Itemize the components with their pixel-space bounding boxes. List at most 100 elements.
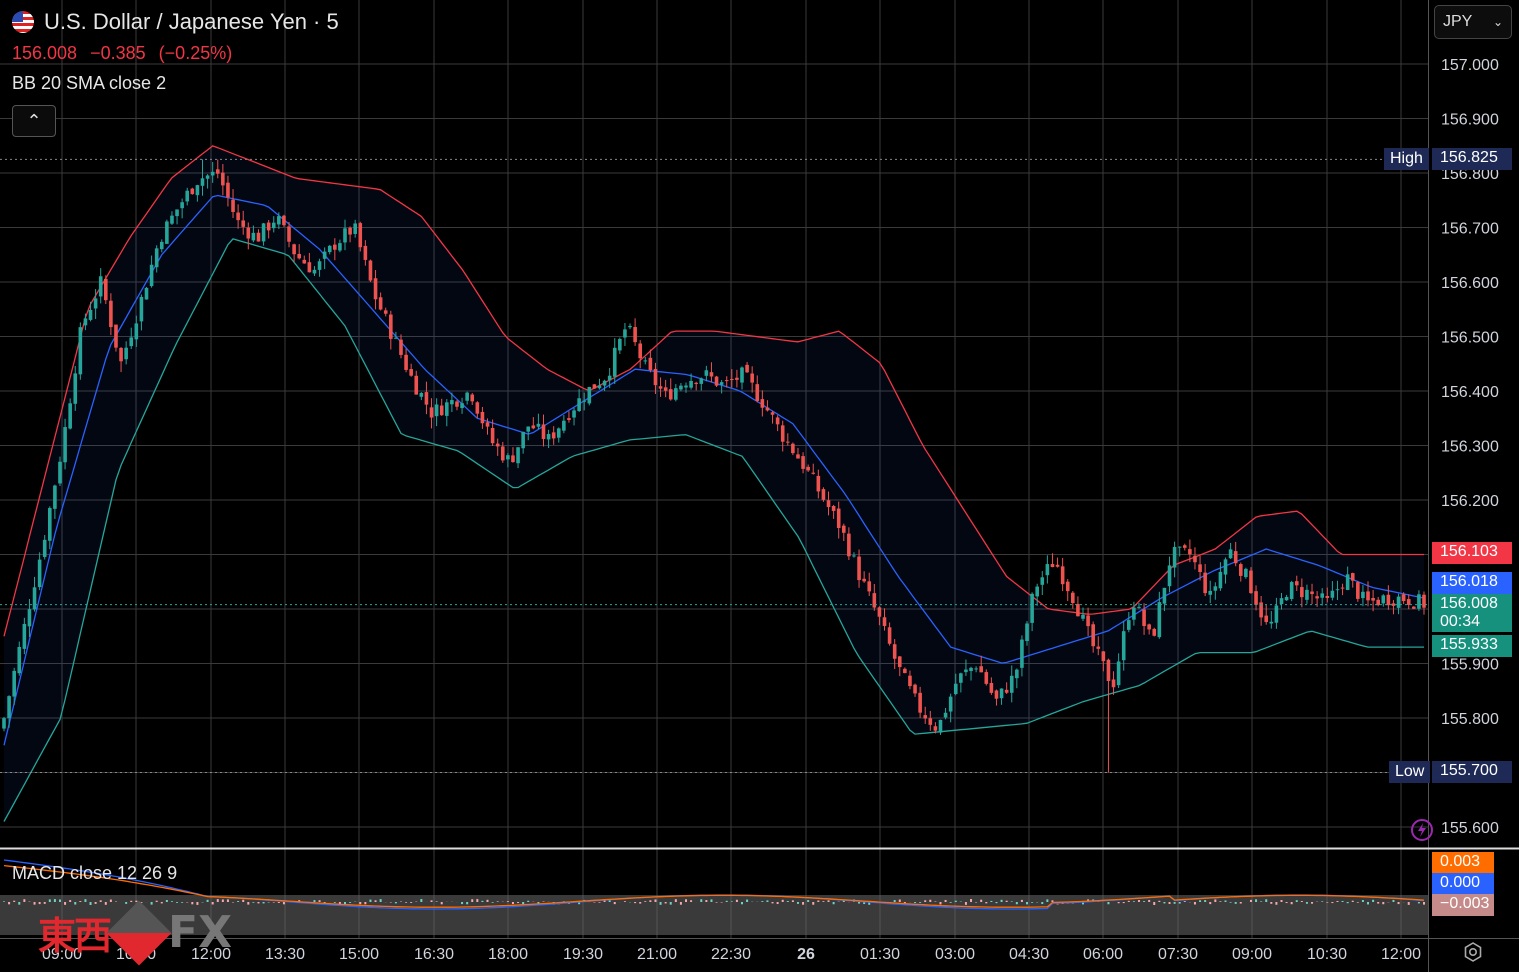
macd-legend[interactable]: MACD close 12 26 9 [12,863,178,883]
candle-body [689,380,693,388]
candle-body [277,216,281,225]
x-tick-label: 09:00 [42,946,82,963]
candle-body [378,297,383,310]
candle-body [1376,599,1380,606]
candle-body [658,386,663,389]
candle-body [816,475,821,492]
candle-body [572,410,576,418]
candle-body [1096,646,1101,649]
candle-body [923,715,928,719]
candle-body [37,559,42,588]
candle-body [88,309,93,320]
x-tick-label: 16:30 [414,946,454,963]
candle-body [317,261,322,270]
candle-body [1233,551,1238,564]
candle-body [1381,595,1386,604]
candle-body [704,370,709,376]
bb-upper-line [3,145,1424,637]
candle-body [969,667,973,672]
high-label: High [1384,148,1429,170]
x-tick-label: 04:30 [1009,946,1049,963]
bb-lower-line [3,238,1424,822]
bb-upper-tag: 156.103 [1432,542,1512,564]
settings-gear-icon[interactable] [1462,941,1484,963]
candle-body [1127,620,1131,630]
last-price-tag: 156.008 00:34 [1432,594,1512,632]
candle-body [124,347,128,360]
currency-select[interactable]: JPY ⌄ [1434,5,1512,39]
candle-body [903,668,907,674]
candle-body [745,364,749,373]
candle-body [185,190,190,202]
candle-body [592,384,597,389]
x-tick-label: 21:00 [637,946,677,963]
bb-basis-line [3,194,1425,746]
x-tick-label: 18:00 [488,946,528,963]
candle-body [256,232,261,242]
candle-body [287,226,291,242]
candle-body [1121,631,1126,661]
candle-body [1188,549,1192,555]
candle-body [531,425,536,429]
candle-body [684,385,688,388]
candle-body [796,454,800,459]
candle-body [1350,573,1355,581]
high-value-tag: 156.825 [1432,148,1512,170]
candle-body [628,325,632,328]
candle-body [1406,599,1411,605]
candle-body [302,259,307,264]
candle-body [1340,587,1345,589]
candle-body [241,220,246,227]
candle-body [1284,596,1289,601]
bb-band-fill [4,145,1424,822]
candle-body [653,368,658,386]
indicator-legend[interactable]: BB 20 SMA close 2 [12,73,167,93]
candle-body [521,431,525,449]
macd-hist-tag: −0.003 [1432,894,1494,916]
candle-body [1060,566,1065,585]
chevron-up-icon: ⌃ [26,110,42,131]
candle-body [1132,607,1136,620]
candle-body [98,276,103,297]
candle-body [928,718,933,725]
candle-body [526,426,531,432]
candle-body [1371,598,1375,601]
candle-body [699,378,704,384]
candle-body [770,412,775,415]
candle-body [872,593,877,608]
lightning-icon[interactable] [1410,818,1434,842]
candle-body [48,508,52,541]
candle-body [1269,621,1274,624]
collapse-legend-button[interactable]: ⌃ [12,105,56,137]
x-tick-label: 07:30 [1158,946,1198,963]
us-flag-icon [12,11,34,33]
x-tick-label: 19:30 [563,946,603,963]
candle-body [974,668,978,670]
candle-body [948,696,953,712]
candle-body [297,253,301,259]
candle-body [83,318,88,326]
last-price-tag-value: 156.008 [1440,595,1498,612]
price-change: −0.385 [90,43,146,63]
candle-body [836,508,841,528]
candle-body [582,400,587,402]
candle-body [612,347,617,377]
candle-body [266,222,271,231]
candle-body [597,385,602,389]
candle-body [602,380,607,386]
candle-body [791,443,795,454]
candle-body [1035,586,1039,597]
candle-body [847,533,851,557]
candle-body [1116,661,1121,686]
candle-body [821,489,826,500]
candle-body [261,223,266,242]
candle-body [1203,572,1207,594]
candle-body [58,461,62,484]
candle-body [618,338,622,351]
candle-body [989,683,994,693]
symbol-title[interactable]: U.S. Dollar / Japanese Yen · 5 [12,9,339,35]
candle-body [1391,603,1396,606]
candle-body [1254,591,1258,605]
watermark-logo-icon [106,899,172,966]
